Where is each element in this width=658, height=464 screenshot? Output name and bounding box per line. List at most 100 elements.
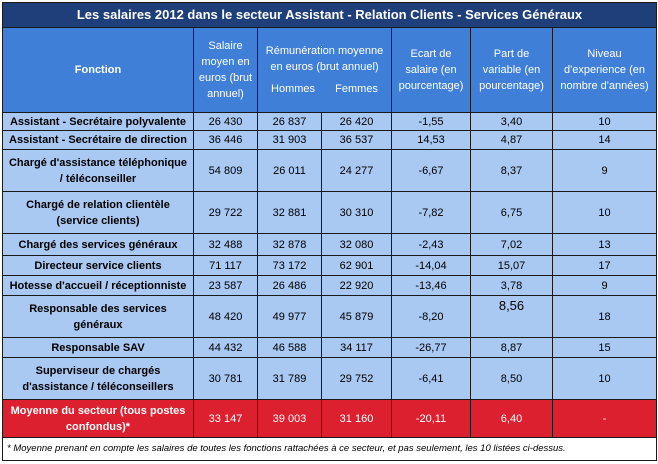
cell-experience: -: [552, 399, 657, 438]
cell-ecart: -13,46: [391, 275, 471, 296]
cell-fonction: Responsable des services généraux: [2, 295, 194, 338]
cell-femmes: 32 080: [321, 233, 392, 256]
cell-hommes: 46 588: [257, 337, 322, 358]
cell-experience: 14: [552, 130, 657, 150]
cell-fonction: Chargé des services généraux: [2, 233, 194, 256]
cell-salaire: 54 809: [193, 149, 258, 192]
cell-ecart: -2,43: [391, 233, 471, 256]
cell-salaire: 48 420: [193, 295, 258, 338]
cell-femmes: 24 277: [321, 149, 392, 192]
cell-femmes: 30 310: [321, 191, 392, 234]
cell-variable: 3,40: [470, 112, 553, 131]
cell-fonction: Superviseur de chargés d'assistance / té…: [2, 357, 194, 400]
cell-femmes: 36 537: [321, 130, 392, 150]
cell-fonction: Chargé de relation clientèle (service cl…: [2, 191, 194, 234]
cell-salaire: 23 587: [193, 275, 258, 296]
cell-hommes: 32 878: [257, 233, 322, 256]
table-title: Les salaires 2012 dans le secteur Assist…: [2, 2, 657, 28]
table-row: Chargé d'assistance téléphonique / téléc…: [2, 149, 657, 192]
cell-hommes: 49 977: [257, 295, 322, 338]
cell-experience: 13: [552, 233, 657, 256]
header-remuneration-label: Rémunération moyenne en euros (brut annu…: [265, 45, 384, 73]
cell-variable: 8,37: [470, 149, 553, 192]
cell-variable: 8,50: [470, 357, 553, 400]
cell-variable: 8,56: [470, 295, 553, 338]
cell-experience: 10: [552, 357, 657, 400]
table-row: Chargé des services généraux 32 488 32 8…: [2, 233, 657, 256]
cell-variable: 15,07: [470, 255, 553, 276]
cell-hommes: 31 903: [257, 130, 322, 150]
cell-salaire: 26 430: [193, 112, 258, 131]
table-row: Responsable des services généraux 48 420…: [2, 295, 657, 338]
table-row: Responsable SAV 44 432 46 588 34 117 -26…: [2, 337, 657, 358]
cell-experience: 15: [552, 337, 657, 358]
table-row: Chargé de relation clientèle (service cl…: [2, 191, 657, 234]
cell-ecart: -7,82: [391, 191, 471, 234]
cell-hommes: 32 881: [257, 191, 322, 234]
cell-fonction: Responsable SAV: [2, 337, 194, 358]
table-row: Assistant - Secrétaire polyvalente 26 43…: [2, 112, 657, 131]
cell-fonction: Hotesse d'accueil / réceptionniste: [2, 275, 194, 296]
header-femmes: Femmes: [335, 83, 378, 95]
cell-ecart: -6,67: [391, 149, 471, 192]
cell-ecart: -6,41: [391, 357, 471, 400]
cell-ecart: 14,53: [391, 130, 471, 150]
table-row: Directeur service clients 71 117 73 172 …: [2, 255, 657, 276]
cell-fonction: Moyenne du secteur (tous postes confondu…: [2, 399, 194, 438]
footnote: * Moyenne prenant en compte les salaires…: [2, 437, 657, 461]
cell-variable: 7,02: [470, 233, 553, 256]
header-ecart: Ecart de salaire (en pourcentage): [391, 27, 471, 113]
cell-ecart: -20,11: [391, 399, 471, 438]
cell-femmes: 22 920: [321, 275, 392, 296]
cell-variable: 6,75: [470, 191, 553, 234]
cell-salaire: 29 722: [193, 191, 258, 234]
cell-experience: 18: [552, 295, 657, 338]
header-salaire: Salaire moyen en euros (brut annuel): [193, 27, 258, 113]
cell-ecart: -8,20: [391, 295, 471, 338]
cell-experience: 9: [552, 149, 657, 192]
table-row: Assistant - Secrétaire de direction 36 4…: [2, 130, 657, 150]
cell-fonction: Chargé d'assistance téléphonique / téléc…: [2, 149, 194, 192]
cell-ecart: -1,55: [391, 112, 471, 131]
header-hommes: Hommes: [271, 83, 316, 95]
header-experience: Niveau d'experience (en nombre d'années): [552, 27, 657, 113]
cell-femmes: 26 420: [321, 112, 392, 131]
cell-fonction: Directeur service clients: [2, 255, 194, 276]
cell-salaire: 36 446: [193, 130, 258, 150]
table-row: Hotesse d'accueil / réceptionniste 23 58…: [2, 275, 657, 296]
cell-experience: 10: [552, 191, 657, 234]
header-fonction: Fonction: [2, 27, 194, 113]
cell-hommes: 26 011: [257, 149, 322, 192]
table-row: Superviseur de chargés d'assistance / té…: [2, 357, 657, 400]
cell-salaire: 30 781: [193, 357, 258, 400]
average-row: Moyenne du secteur (tous postes confondu…: [2, 399, 657, 438]
cell-variable: 3,78: [470, 275, 553, 296]
cell-variable: 8,87: [470, 337, 553, 358]
cell-hommes: 26 486: [257, 275, 322, 296]
cell-salaire: 44 432: [193, 337, 258, 358]
cell-salaire: 33 147: [193, 399, 258, 438]
cell-hommes: 31 789: [257, 357, 322, 400]
cell-femmes: 62 901: [321, 255, 392, 276]
cell-ecart: -14,04: [391, 255, 471, 276]
cell-femmes: 45 879: [321, 295, 392, 338]
cell-fonction: Assistant - Secrétaire de direction: [2, 130, 194, 150]
cell-hommes: 26 837: [257, 112, 322, 131]
cell-hommes: 39 003: [257, 399, 322, 438]
cell-femmes: 34 117: [321, 337, 392, 358]
cell-hommes: 73 172: [257, 255, 322, 276]
cell-salaire: 32 488: [193, 233, 258, 256]
cell-femmes: 31 160: [321, 399, 392, 438]
cell-experience: 10: [552, 112, 657, 131]
cell-experience: 9: [552, 275, 657, 296]
cell-fonction: Assistant - Secrétaire polyvalente: [2, 112, 194, 131]
header-variable: Part de variable (en pourcentage): [470, 27, 553, 113]
cell-experience: 17: [552, 255, 657, 276]
cell-femmes: 29 752: [321, 357, 392, 400]
cell-salaire: 71 117: [193, 255, 258, 276]
cell-variable: 4,87: [470, 130, 553, 150]
cell-variable: 6,40: [470, 399, 553, 438]
header-remuneration: Rémunération moyenne en euros (brut annu…: [257, 27, 392, 113]
